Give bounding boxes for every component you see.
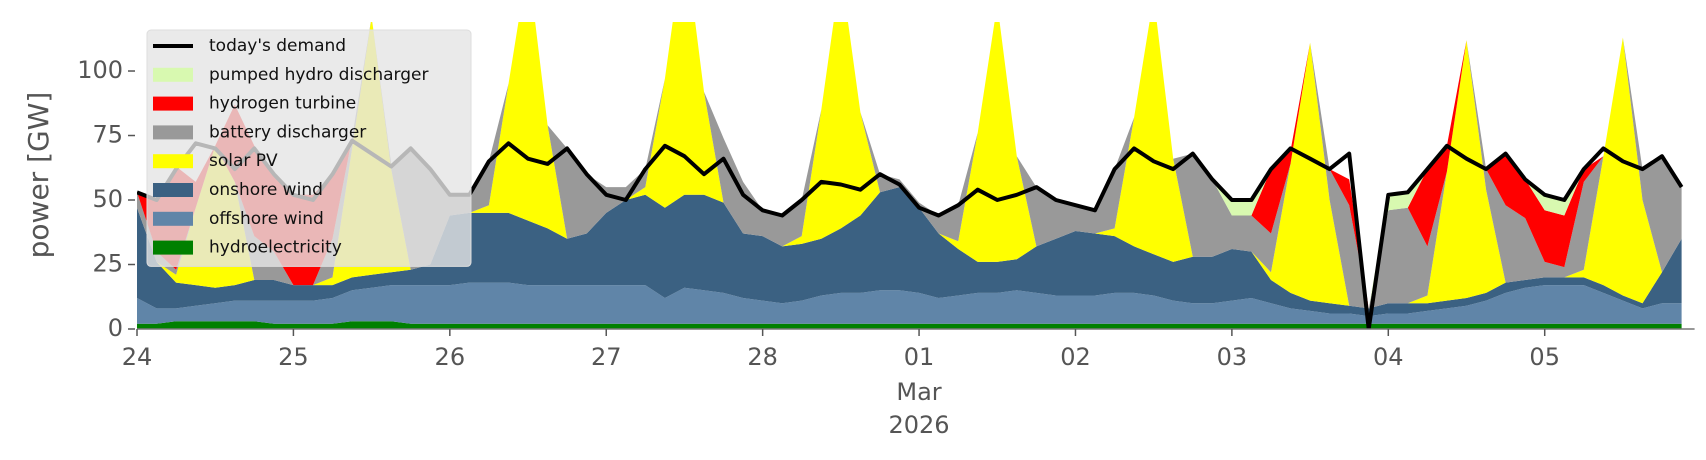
x-tick-label: 04 <box>1373 343 1404 371</box>
x-month-label: Mar <box>896 378 941 406</box>
legend-label: hydrogen turbine <box>209 94 356 114</box>
legend-label: offshore wind <box>209 209 324 229</box>
x-tick-label: 28 <box>747 343 778 371</box>
legend-box <box>146 29 472 267</box>
area <box>137 22 1682 309</box>
x-tick-label: 03 <box>1217 343 1248 371</box>
x-tick-label: 02 <box>1060 343 1091 371</box>
area <box>137 187 1682 317</box>
y-tick-label: 75 <box>92 121 123 149</box>
y-tick-label: 100 <box>77 56 123 84</box>
x-tick-label: 05 <box>1529 343 1560 371</box>
y-tick-label: 0 <box>108 314 123 342</box>
legend-label: onshore wind <box>209 180 323 200</box>
x-tick-label: 25 <box>278 343 309 371</box>
area <box>137 321 1682 329</box>
legend: today's demand pumped hydro discharger hyd… <box>146 29 472 267</box>
legend-swatch <box>153 183 193 197</box>
legend-swatch <box>153 240 193 255</box>
x-tick-label: 26 <box>435 343 466 371</box>
x-year-label: 2026 <box>888 411 949 439</box>
x-tick-label: 24 <box>122 343 153 371</box>
axes: 0 25 50 75 100 24 25 26 27 28 01 02 03 04 05 <box>77 56 1695 371</box>
legend-swatch <box>153 96 193 111</box>
legend-swatch <box>153 211 193 226</box>
area <box>137 282 1682 324</box>
legend-swatch <box>153 67 193 82</box>
legend-label: battery discharger <box>209 122 366 142</box>
x-tick-label: 27 <box>591 343 622 371</box>
y-axis-label: power [GW] <box>22 92 55 259</box>
y-tick-label: 50 <box>92 185 123 213</box>
legend-label: hydroelectricity <box>209 238 342 258</box>
area <box>137 22 1682 309</box>
legend-swatch <box>153 154 193 169</box>
legend-swatch <box>153 125 193 140</box>
legend-label: today's demand <box>209 36 346 56</box>
legend-label: pumped hydro discharger <box>209 65 428 85</box>
x-tick-label: 01 <box>904 343 935 371</box>
y-tick-label: 25 <box>92 250 123 278</box>
legend-label: solar PV <box>209 151 278 171</box>
